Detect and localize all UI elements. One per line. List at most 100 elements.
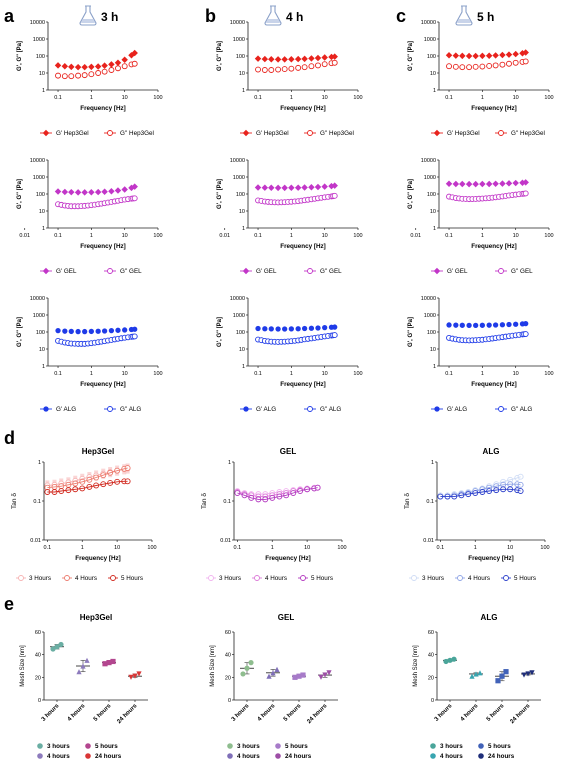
y-tick-label: 1	[42, 88, 45, 94]
x-tick-label: 24 hours	[116, 703, 138, 725]
legend-label: 5 hours	[488, 743, 511, 750]
y-tick-label: 100	[427, 330, 436, 336]
data-point-g-prime	[301, 55, 308, 63]
data-point-g-double-prime	[108, 67, 115, 73]
flask-icon	[455, 5, 473, 26]
legend-label: 3 hours	[440, 743, 463, 750]
data-point-g-prime	[108, 61, 115, 68]
data-point-g-prime	[122, 327, 128, 333]
data-point-g-double-prime	[492, 62, 499, 69]
x-axis-label: Frequency [Hz]	[280, 105, 325, 112]
y-tick-label: 10	[430, 209, 436, 215]
legend-label: G'' Hep3Gel	[320, 130, 354, 137]
y-tick-label: 10000	[230, 296, 245, 302]
legend-marker	[254, 575, 260, 581]
x-tick-label: 0.01	[219, 233, 230, 239]
x-tick-label: 0.1	[54, 95, 62, 101]
data-point-g-prime	[288, 326, 295, 332]
legend-marker-g-prime	[242, 129, 250, 137]
data-point-g-double-prime	[131, 333, 138, 340]
data-point-g-double-prime	[331, 192, 338, 199]
plot-legend: G' ALG G'' ALG	[431, 406, 532, 413]
x-axis-label: Frequency [Hz]	[75, 555, 120, 562]
y-tick-label: 40	[428, 653, 434, 659]
data-point-g-prime	[452, 180, 460, 188]
data-point-g-prime	[294, 184, 302, 191]
data-point-g-double-prime	[68, 73, 75, 80]
data-point-g-prime	[115, 327, 121, 333]
plot-legend: G' GEL G'' GEL	[40, 267, 142, 275]
data-point-g-prime	[453, 322, 459, 328]
y-tick-label: 40	[225, 653, 231, 659]
x-axis-label: Frequency [Hz]	[80, 105, 125, 112]
legend-item: 4 hours	[227, 753, 260, 760]
x-tick-label: 1	[90, 371, 93, 377]
plot-title: GEL	[278, 613, 295, 622]
y-tick-label: 1000	[424, 313, 436, 319]
x-tick-label: 1	[481, 95, 484, 101]
data-point-g-prime	[479, 180, 486, 188]
rheology-plot-hep3gel-c: 10000 1000 100 10 1 0.1 1 10 100 Frequency [Hz] G'…	[408, 20, 554, 137]
legend-marker-g-prime	[243, 406, 249, 412]
data-point-g-prime	[479, 52, 486, 60]
legend-marker	[227, 743, 233, 749]
x-tick-label: 0.1	[54, 371, 62, 377]
y-tick-label: 1000	[33, 37, 45, 43]
plot-legend: G' Hep3Gel G'' Hep3Gel	[40, 129, 154, 137]
data-point-mesh-size	[80, 663, 86, 669]
data-point-g-prime	[268, 326, 274, 332]
legend-label: G'' Hep3Gel	[120, 130, 154, 137]
rheology-plot-gel-c: 10000 1000 100 10 1 0.01 0.1 1 10 100 Frequency [H…	[408, 158, 554, 275]
y-tick-label: 1000	[424, 37, 436, 43]
data-point-g-prime	[288, 184, 295, 192]
plot-legend: G' GEL G'' GEL	[240, 267, 342, 275]
y-tick-label: 1	[433, 226, 436, 232]
x-tick-label: 100	[337, 545, 346, 551]
y-tick-label: 10	[39, 71, 45, 77]
data-point-g-prime	[301, 184, 308, 191]
data-point-g-prime	[68, 328, 74, 335]
legend-label: 3 Hours	[422, 575, 444, 582]
data-point-g-prime	[512, 179, 519, 187]
legend-label: 4 Hours	[75, 575, 97, 582]
legend-item: 3 Hours	[16, 575, 51, 582]
legend-marker-g-prime	[433, 129, 441, 137]
x-tick-label: 10	[513, 371, 519, 377]
legend-item: 24 hours	[85, 753, 122, 760]
legend-label: G'' ALG	[120, 406, 141, 413]
data-point-g-prime	[275, 326, 281, 332]
y-tick-label: 1000	[33, 313, 45, 319]
legend-label: G'' GEL	[120, 268, 142, 275]
data-point-g-prime	[82, 328, 88, 335]
legend-item: 24 hours	[275, 753, 312, 760]
y-tick-label: 20	[225, 675, 231, 681]
data-point-g-double-prime	[255, 66, 261, 73]
data-point-g-double-prime	[321, 61, 328, 68]
plot-title: ALG	[481, 613, 498, 622]
data-point-mesh-size	[529, 670, 535, 676]
data-point-tan-delta	[517, 473, 524, 480]
legend-item: 4 hours	[37, 753, 70, 760]
plot-legend: G' GEL G'' GEL	[431, 267, 533, 275]
legend-label: G' Hep3Gel	[256, 130, 289, 137]
data-point-g-prime	[513, 321, 519, 327]
data-point-mesh-size	[447, 657, 453, 663]
y-tick-label: 1	[42, 364, 45, 370]
data-point-g-prime	[114, 187, 122, 194]
x-tick-label: 1	[481, 233, 484, 239]
data-point-mesh-size	[499, 673, 505, 679]
legend-label: G'' ALG	[320, 406, 341, 413]
y-axis-label: Tan δ	[404, 493, 411, 509]
legend-label: 4 Hours	[468, 575, 490, 582]
panel-letter-d: d	[4, 428, 15, 448]
data-point-g-double-prime	[301, 64, 308, 71]
x-tick-label: 1	[90, 95, 93, 101]
x-tick-label: 100	[153, 233, 162, 239]
x-tick-label: 3 hours	[434, 703, 454, 723]
data-point-mesh-size	[50, 646, 56, 652]
legend-marker	[457, 575, 463, 581]
legend-marker-g-double-prime	[107, 130, 113, 136]
y-tick-label: 0	[228, 698, 231, 704]
data-point-tan-delta	[124, 465, 131, 471]
data-point-g-prime	[282, 326, 288, 332]
